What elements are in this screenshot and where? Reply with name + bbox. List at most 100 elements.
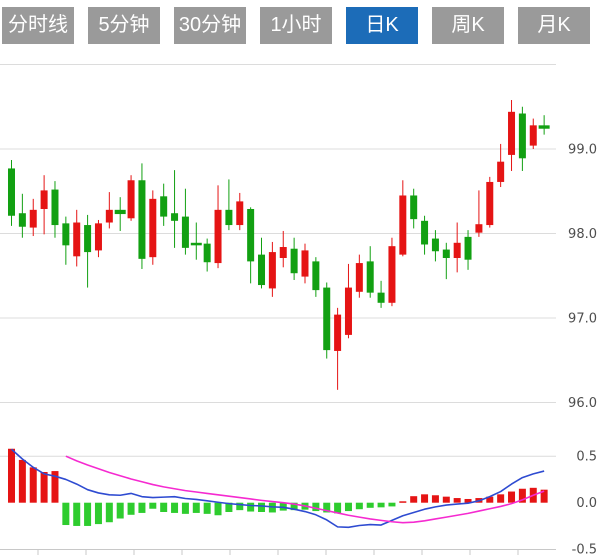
candle-body: [127, 180, 135, 219]
interval-tabbar: 分时线 5分钟 30分钟 1小时 日K 周K 月K: [2, 7, 590, 44]
dea-line: [65, 455, 545, 524]
candle-body: [8, 168, 15, 216]
candle-body: [538, 125, 550, 129]
candle-body: [497, 161, 505, 182]
macd-histogram-bar: [225, 502, 233, 512]
candle-body: [114, 209, 126, 215]
macd-histogram-bar: [323, 502, 331, 513]
macd-histogram-bar: [8, 448, 15, 503]
macd-histogram-bar: [62, 502, 70, 526]
macd-histogram-bar: [192, 502, 200, 513]
macd-histogram-bar: [51, 471, 59, 503]
candle-body: [94, 223, 102, 251]
macd-histogram-bar: [464, 498, 472, 503]
candle-body: [290, 248, 298, 274]
candle-body: [181, 216, 189, 248]
candle-body: [366, 261, 374, 293]
candle-body: [190, 242, 202, 246]
candle-body: [73, 222, 81, 257]
dif-line: [10, 448, 545, 529]
candle-body: [508, 111, 516, 155]
candle-body: [214, 209, 222, 264]
macd-histogram-bar: [73, 502, 81, 526]
macd-histogram-bar: [160, 502, 168, 512]
macd-histogram-bar: [399, 501, 407, 503]
macd-histogram-bar: [127, 502, 135, 515]
macd-histogram-bar: [497, 494, 505, 503]
candle-body: [203, 243, 211, 263]
candle-body: [518, 113, 526, 159]
y-axis-label: 96.0: [568, 396, 597, 411]
candle-body: [62, 223, 70, 246]
macd-histogram-bar: [258, 502, 266, 512]
y-axis-label: -0.5: [572, 543, 597, 555]
candle-body: [51, 189, 59, 226]
y-axis-label: 0.0: [576, 496, 597, 511]
macd-histogram-bar: [247, 502, 255, 512]
macd-histogram-bar: [84, 502, 92, 526]
macd-histogram-bar: [312, 502, 320, 512]
candle-body: [442, 249, 450, 259]
macd-histogram-bar: [355, 502, 363, 510]
macd-histogram-bar: [388, 502, 396, 507]
macd-histogram-bar: [203, 502, 211, 514]
macd-histogram-bar: [40, 472, 48, 503]
candle-body: [334, 314, 342, 351]
macd-histogram-bar: [138, 502, 146, 513]
tab-weekly-k[interactable]: 周K: [432, 7, 504, 44]
chart-area: 99.0 98.0 97.0 96.0 0.5 0.0 -0.5: [0, 44, 601, 555]
macd-histogram-bar: [236, 502, 244, 511]
tab-daily-k[interactable]: 日K: [346, 7, 418, 44]
candle-body: [453, 242, 461, 259]
tab-1hour[interactable]: 1小时: [260, 7, 332, 44]
macd-histogram-bar: [508, 491, 516, 503]
y-axis-label: 0.5: [576, 450, 597, 465]
candle-body: [138, 180, 146, 259]
macd-histogram-bar: [214, 502, 222, 516]
macd-histogram-bar: [171, 502, 179, 513]
macd-histogram-bar: [116, 502, 124, 519]
macd-histogram-bar: [442, 496, 450, 503]
macd-histogram-bar: [518, 488, 526, 503]
candle-body: [105, 209, 113, 223]
candle-body: [171, 213, 179, 221]
macd-histogram-bar: [486, 496, 494, 503]
macd-histogram-bar: [431, 495, 439, 503]
candle-body: [236, 201, 244, 226]
candle-body: [149, 198, 157, 258]
macd-histogram-bar: [181, 502, 189, 514]
candle-body: [247, 208, 255, 262]
candle-body: [225, 209, 233, 226]
tab-30min[interactable]: 30分钟: [174, 7, 246, 44]
tab-monthly-k[interactable]: 月K: [518, 7, 590, 44]
macd-histogram-bar: [377, 502, 385, 508]
macd-histogram-bar: [421, 494, 429, 503]
candle-body: [421, 220, 429, 245]
candle-body: [268, 252, 276, 289]
candle-body: [301, 250, 309, 277]
candle-body: [431, 238, 439, 252]
candle-body: [29, 209, 37, 228]
candle-body: [475, 224, 483, 233]
y-axis-label: 98.0: [568, 227, 597, 242]
tab-time-line[interactable]: 分时线: [2, 7, 74, 44]
tab-5min[interactable]: 5分钟: [88, 7, 160, 44]
macd-histogram-bar: [334, 502, 342, 514]
candle-body: [355, 263, 363, 292]
candle-body: [486, 181, 494, 226]
kline-chart: 99.0 98.0 97.0 96.0 0.5 0.0 -0.5: [0, 64, 597, 555]
candle-body: [464, 236, 472, 260]
y-axis-label: 97.0: [568, 312, 597, 327]
candle-body: [312, 261, 320, 291]
macd-histogram-bar: [149, 502, 157, 509]
candle-body: [279, 247, 287, 259]
candle-body: [344, 287, 352, 335]
candle-body: [84, 225, 92, 253]
macd-histogram-bar: [105, 502, 113, 523]
macd-histogram-bar: [94, 502, 102, 525]
candle-body: [160, 196, 168, 217]
candle-body: [399, 195, 407, 255]
candle-body: [377, 292, 385, 303]
candle-body: [40, 190, 48, 209]
